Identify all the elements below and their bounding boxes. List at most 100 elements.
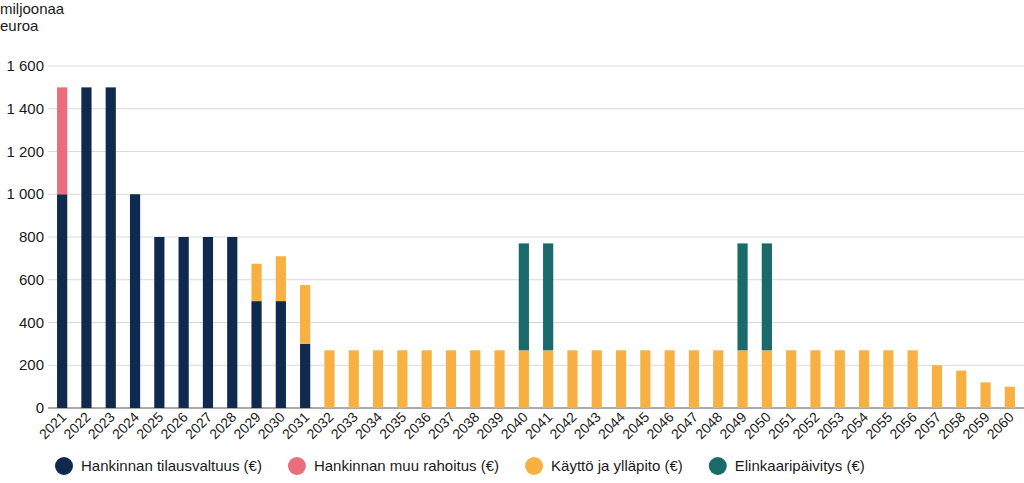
bar-segment bbox=[106, 87, 116, 408]
bar-segment bbox=[227, 237, 237, 408]
grid-line bbox=[48, 151, 1024, 152]
y-tick-label: 0 bbox=[36, 399, 44, 416]
bar-segment bbox=[349, 350, 359, 408]
bar-segment bbox=[251, 263, 261, 264]
bar-segment bbox=[762, 243, 772, 350]
bar-segment bbox=[665, 350, 675, 351]
bar-segment bbox=[154, 237, 164, 238]
bar-segment bbox=[397, 350, 407, 351]
y-tick-label: 800 bbox=[19, 228, 44, 245]
grid bbox=[48, 66, 1024, 408]
y-axis-label: miljoonaaeuroa bbox=[0, 0, 65, 34]
bar-segment bbox=[179, 237, 189, 408]
bar-segment bbox=[932, 365, 942, 366]
legend-label: Hankinnan tilausvaltuus (€) bbox=[81, 457, 262, 474]
bar-segment bbox=[640, 350, 650, 351]
legend-label: Elinkaaripäivitys (€) bbox=[735, 457, 865, 474]
bar-segment bbox=[276, 301, 286, 408]
grid-line bbox=[48, 365, 1024, 366]
bar-segment bbox=[57, 87, 67, 88]
bar-segment bbox=[373, 350, 383, 351]
bar-segment bbox=[227, 237, 237, 238]
bar-segment bbox=[81, 87, 91, 88]
legend-swatch bbox=[709, 457, 727, 475]
grid-line bbox=[48, 66, 1024, 67]
bar-segment bbox=[689, 350, 699, 408]
bar-segment bbox=[519, 350, 529, 408]
grid-line bbox=[48, 279, 1024, 280]
bar-segment bbox=[932, 365, 942, 408]
bar-segment bbox=[57, 87, 67, 88]
bar-segment bbox=[130, 194, 140, 195]
bar-segment bbox=[154, 237, 164, 408]
bar-segment bbox=[203, 237, 213, 408]
bar-segment bbox=[567, 350, 577, 351]
bar-segment bbox=[373, 350, 383, 408]
grid-line bbox=[48, 108, 1024, 109]
bar-segment bbox=[300, 285, 310, 286]
y-axis-label-line: miljoonaa bbox=[0, 0, 65, 17]
bar-segment bbox=[179, 237, 189, 238]
y-tick-label: 600 bbox=[19, 271, 44, 288]
y-tick-label: 400 bbox=[19, 314, 44, 331]
bar-segment bbox=[835, 350, 845, 408]
bar-segment bbox=[883, 350, 893, 408]
bar-segment bbox=[81, 87, 91, 88]
bar-segment bbox=[154, 237, 164, 238]
y-tick-label: 200 bbox=[19, 356, 44, 373]
bar-segment bbox=[810, 350, 820, 408]
bar-segment bbox=[494, 350, 504, 351]
y-tick-label: 1 200 bbox=[6, 143, 44, 160]
y-tick-label: 1 000 bbox=[6, 185, 44, 202]
bar-segment bbox=[130, 194, 140, 195]
bar-segment bbox=[397, 350, 407, 408]
bar-segment bbox=[81, 87, 91, 408]
bar-segment bbox=[203, 237, 213, 238]
bar-segment bbox=[470, 350, 480, 408]
bar-segment bbox=[786, 350, 796, 351]
bar-segment bbox=[713, 350, 723, 408]
bar-segment bbox=[810, 350, 820, 351]
bar-segment bbox=[567, 350, 577, 408]
bar-segment bbox=[130, 194, 140, 195]
y-tick-label: 1 600 bbox=[6, 57, 44, 74]
grid-line bbox=[48, 408, 1024, 409]
bar-segment bbox=[883, 350, 893, 351]
bar-segment bbox=[956, 371, 966, 408]
bar-segment bbox=[300, 344, 310, 408]
bar-segment bbox=[227, 237, 237, 238]
chart: miljoonaaeuroa02004006008001 0001 2001 4… bbox=[0, 0, 1024, 483]
bar-segment bbox=[908, 350, 918, 408]
bar-segment bbox=[130, 194, 140, 408]
bar-segment bbox=[276, 256, 286, 257]
bar-segment bbox=[203, 237, 213, 238]
bar-segment bbox=[470, 350, 480, 351]
bar-segment bbox=[980, 382, 990, 383]
bar-segment bbox=[616, 350, 626, 408]
bar-segment bbox=[57, 194, 67, 408]
bar-segment bbox=[106, 87, 116, 88]
bar-segment bbox=[446, 350, 456, 408]
legend-swatch bbox=[55, 457, 73, 475]
x-tick-label: 2060 bbox=[984, 409, 1017, 442]
bar-segment bbox=[665, 350, 675, 408]
bar-segment bbox=[908, 350, 918, 351]
bar-segment bbox=[616, 350, 626, 351]
bar-segment bbox=[106, 87, 116, 88]
bar-segment bbox=[592, 350, 602, 408]
bar-segment bbox=[859, 350, 869, 408]
legend-swatch bbox=[525, 457, 543, 475]
bar-segment bbox=[324, 350, 334, 408]
bar-segment bbox=[422, 350, 432, 351]
legend-swatch bbox=[288, 457, 306, 475]
bar-segment bbox=[106, 87, 116, 88]
bar-segment bbox=[713, 350, 723, 351]
bar-segment bbox=[762, 350, 772, 408]
bar-segment bbox=[835, 350, 845, 351]
bar-segment bbox=[422, 350, 432, 408]
bar-segment bbox=[251, 264, 261, 301]
bar-segment bbox=[179, 237, 189, 238]
bar-segment bbox=[227, 237, 237, 238]
bar-segment bbox=[543, 350, 553, 408]
bar-segment bbox=[57, 87, 67, 194]
